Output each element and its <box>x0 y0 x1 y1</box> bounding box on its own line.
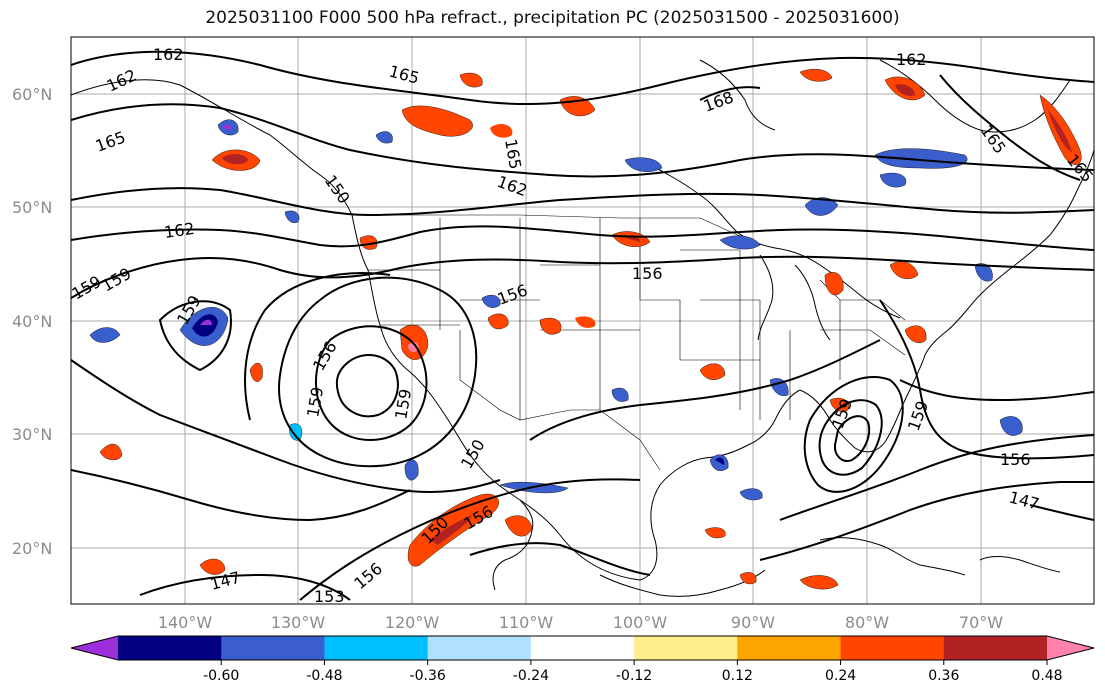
colorbar-tick-label: 0.24 <box>825 668 856 684</box>
colorbar-tick-label: 0.36 <box>928 668 959 684</box>
borders <box>352 214 906 471</box>
colorbar-tick-label: -0.48 <box>306 668 342 684</box>
lat-label: 40°N <box>12 312 52 331</box>
lon-label: 130°W <box>271 613 326 632</box>
map-title: 2025031100 F000 500 hPa refract., precip… <box>205 8 900 28</box>
contour-label: 156 <box>632 264 663 283</box>
colorbar-tick-label: 0.12 <box>722 668 753 684</box>
colorbar-tick-label: -0.12 <box>616 668 652 684</box>
contour-label: 156 <box>1000 450 1031 469</box>
lat-label: 60°N <box>12 85 52 104</box>
colorbar-tick-label: -0.36 <box>410 668 446 684</box>
lon-label: 100°W <box>613 613 668 632</box>
colorbar-segment <box>427 636 532 660</box>
lat-label: 50°N <box>12 198 52 217</box>
colorbar-tick-label: 0.48 <box>1031 668 1062 684</box>
latitude-labels: 60°N 50°N 40°N 30°N 20°N <box>12 85 52 558</box>
lon-label: 110°W <box>499 613 554 632</box>
colorbar-segment <box>634 636 738 660</box>
contour-label: 162 <box>896 50 927 69</box>
contour-label: 153 <box>314 587 345 606</box>
colorbar: -0.60 -0.48 -0.36 -0.24 -0.12 0.12 0.24 0.36 0.4… <box>70 635 1095 684</box>
colorbar-outline <box>70 635 1095 661</box>
colorbar-segment <box>943 636 1048 660</box>
colorbar-segment <box>737 636 842 660</box>
contour-label: 162 <box>163 219 196 242</box>
colorbar-tick-label: -0.60 <box>203 668 239 684</box>
lon-label: 140°W <box>158 613 213 632</box>
colorbar-segment <box>840 636 945 660</box>
map-frame <box>70 36 1095 605</box>
lon-label: 80°W <box>845 613 889 632</box>
colorbar-segment <box>221 636 325 660</box>
lon-label: 90°W <box>731 613 775 632</box>
precipitation-shading <box>89 68 1082 590</box>
refractivity-contours <box>71 50 1094 601</box>
colorbar-segment <box>530 636 635 660</box>
colorbar-segment <box>324 636 429 660</box>
lon-label: 70°W <box>959 613 1003 632</box>
colorbar-extend-high <box>1047 636 1094 660</box>
longitude-labels: 140°W 130°W 120°W 110°W 100°W 90°W 80°W … <box>158 613 1003 632</box>
colorbar-tick-label: -0.24 <box>513 668 549 684</box>
contour-label: 162 <box>153 45 184 64</box>
colorbar-segment <box>118 636 222 660</box>
lat-label: 20°N <box>12 539 52 558</box>
colorbar-extend-low <box>71 636 118 660</box>
lon-label: 120°W <box>385 613 440 632</box>
lat-label: 30°N <box>12 425 52 444</box>
